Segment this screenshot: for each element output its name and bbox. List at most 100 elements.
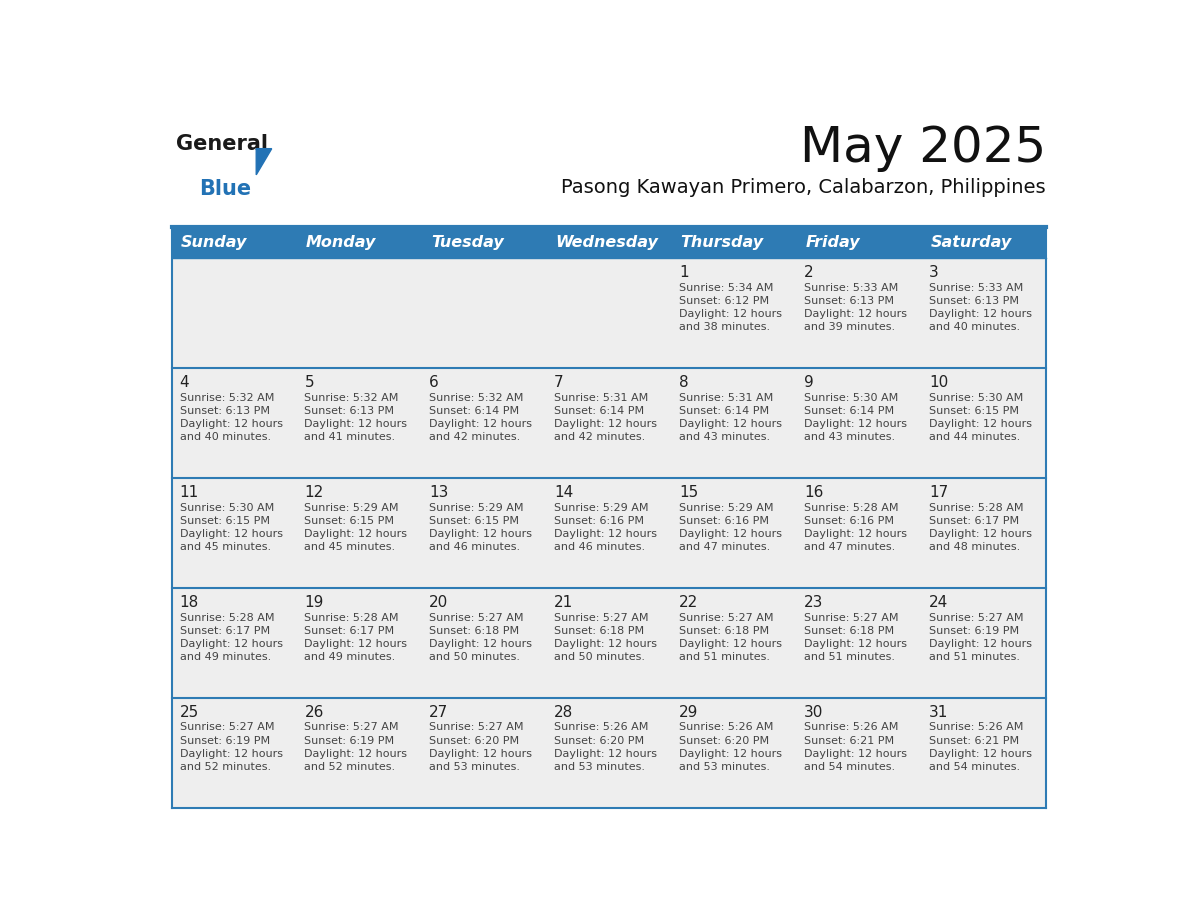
Text: Sunrise: 5:29 AM
Sunset: 6:15 PM
Daylight: 12 hours
and 46 minutes.: Sunrise: 5:29 AM Sunset: 6:15 PM Dayligh… [429, 502, 532, 552]
Text: Sunrise: 5:30 AM
Sunset: 6:15 PM
Daylight: 12 hours
and 45 minutes.: Sunrise: 5:30 AM Sunset: 6:15 PM Dayligh… [179, 502, 283, 552]
Text: 30: 30 [804, 705, 823, 720]
Text: Sunrise: 5:34 AM
Sunset: 6:12 PM
Daylight: 12 hours
and 38 minutes.: Sunrise: 5:34 AM Sunset: 6:12 PM Dayligh… [680, 283, 782, 332]
Text: Pasong Kawayan Primero, Calabarzon, Philippines: Pasong Kawayan Primero, Calabarzon, Phil… [561, 178, 1045, 197]
Bar [297, 227, 422, 258]
Text: Sunrise: 5:32 AM
Sunset: 6:13 PM
Daylight: 12 hours
and 40 minutes.: Sunrise: 5:32 AM Sunset: 6:13 PM Dayligh… [179, 393, 283, 442]
Text: 5: 5 [304, 375, 314, 390]
Text: Sunrise: 5:31 AM
Sunset: 6:14 PM
Daylight: 12 hours
and 43 minutes.: Sunrise: 5:31 AM Sunset: 6:14 PM Dayligh… [680, 393, 782, 442]
Bar [671, 478, 796, 588]
Text: 7: 7 [554, 375, 564, 390]
Text: 13: 13 [429, 485, 449, 499]
Bar [921, 368, 1045, 478]
Text: Sunrise: 5:31 AM
Sunset: 6:14 PM
Daylight: 12 hours
and 42 minutes.: Sunrise: 5:31 AM Sunset: 6:14 PM Dayligh… [554, 393, 657, 442]
Bar [671, 698, 796, 808]
Bar [297, 258, 422, 368]
Bar [546, 368, 671, 478]
Text: Sunrise: 5:27 AM
Sunset: 6:18 PM
Daylight: 12 hours
and 50 minutes.: Sunrise: 5:27 AM Sunset: 6:18 PM Dayligh… [554, 612, 657, 662]
Bar [671, 368, 796, 478]
Text: Thursday: Thursday [681, 235, 764, 250]
Text: Sunrise: 5:30 AM
Sunset: 6:14 PM
Daylight: 12 hours
and 43 minutes.: Sunrise: 5:30 AM Sunset: 6:14 PM Dayligh… [804, 393, 906, 442]
Text: Sunrise: 5:27 AM
Sunset: 6:18 PM
Daylight: 12 hours
and 51 minutes.: Sunrise: 5:27 AM Sunset: 6:18 PM Dayligh… [804, 612, 906, 662]
Bar [921, 258, 1045, 368]
Bar [796, 698, 921, 808]
Bar [546, 698, 671, 808]
Bar [172, 588, 297, 698]
Polygon shape [257, 149, 272, 174]
Bar [546, 478, 671, 588]
Text: General: General [176, 134, 267, 154]
Text: 11: 11 [179, 485, 198, 499]
Bar [172, 698, 297, 808]
Text: Sunday: Sunday [181, 235, 247, 250]
Text: Sunrise: 5:26 AM
Sunset: 6:20 PM
Daylight: 12 hours
and 53 minutes.: Sunrise: 5:26 AM Sunset: 6:20 PM Dayligh… [554, 722, 657, 772]
Text: 6: 6 [429, 375, 440, 390]
Text: Sunrise: 5:28 AM
Sunset: 6:17 PM
Daylight: 12 hours
and 48 minutes.: Sunrise: 5:28 AM Sunset: 6:17 PM Dayligh… [929, 502, 1032, 552]
Bar [172, 227, 297, 258]
Text: 19: 19 [304, 595, 324, 610]
Bar [422, 588, 546, 698]
Bar [671, 588, 796, 698]
Text: 15: 15 [680, 485, 699, 499]
Bar [796, 588, 921, 698]
Bar [921, 227, 1045, 258]
Bar [546, 258, 671, 368]
Text: 9: 9 [804, 375, 814, 390]
Text: 22: 22 [680, 595, 699, 610]
Bar [297, 698, 422, 808]
Text: 1: 1 [680, 265, 689, 280]
Bar [921, 588, 1045, 698]
Text: 24: 24 [929, 595, 948, 610]
Text: Sunrise: 5:33 AM
Sunset: 6:13 PM
Daylight: 12 hours
and 39 minutes.: Sunrise: 5:33 AM Sunset: 6:13 PM Dayligh… [804, 283, 906, 332]
Text: Sunrise: 5:27 AM
Sunset: 6:18 PM
Daylight: 12 hours
and 50 minutes.: Sunrise: 5:27 AM Sunset: 6:18 PM Dayligh… [429, 612, 532, 662]
Text: 17: 17 [929, 485, 948, 499]
Text: Sunrise: 5:28 AM
Sunset: 6:17 PM
Daylight: 12 hours
and 49 minutes.: Sunrise: 5:28 AM Sunset: 6:17 PM Dayligh… [179, 612, 283, 662]
Bar [422, 698, 546, 808]
Bar [172, 258, 297, 368]
Bar [422, 227, 546, 258]
Text: Sunrise: 5:27 AM
Sunset: 6:19 PM
Daylight: 12 hours
and 51 minutes.: Sunrise: 5:27 AM Sunset: 6:19 PM Dayligh… [929, 612, 1032, 662]
Text: Sunrise: 5:29 AM
Sunset: 6:16 PM
Daylight: 12 hours
and 47 minutes.: Sunrise: 5:29 AM Sunset: 6:16 PM Dayligh… [680, 502, 782, 552]
Text: 26: 26 [304, 705, 324, 720]
Text: 14: 14 [554, 485, 574, 499]
Text: Sunrise: 5:29 AM
Sunset: 6:16 PM
Daylight: 12 hours
and 46 minutes.: Sunrise: 5:29 AM Sunset: 6:16 PM Dayligh… [554, 502, 657, 552]
Bar [796, 258, 921, 368]
Bar [297, 368, 422, 478]
Text: Sunrise: 5:27 AM
Sunset: 6:19 PM
Daylight: 12 hours
and 52 minutes.: Sunrise: 5:27 AM Sunset: 6:19 PM Dayligh… [304, 722, 407, 772]
Bar [671, 227, 796, 258]
Text: Sunrise: 5:27 AM
Sunset: 6:19 PM
Daylight: 12 hours
and 52 minutes.: Sunrise: 5:27 AM Sunset: 6:19 PM Dayligh… [179, 722, 283, 772]
Text: Friday: Friday [805, 235, 860, 250]
Text: Sunrise: 5:28 AM
Sunset: 6:17 PM
Daylight: 12 hours
and 49 minutes.: Sunrise: 5:28 AM Sunset: 6:17 PM Dayligh… [304, 612, 407, 662]
Text: 10: 10 [929, 375, 948, 390]
Bar [172, 478, 297, 588]
Bar [546, 227, 671, 258]
Text: Blue: Blue [198, 179, 251, 199]
Text: Sunrise: 5:26 AM
Sunset: 6:21 PM
Daylight: 12 hours
and 54 minutes.: Sunrise: 5:26 AM Sunset: 6:21 PM Dayligh… [929, 722, 1032, 772]
Bar [422, 368, 546, 478]
Text: 8: 8 [680, 375, 689, 390]
Text: Sunrise: 5:27 AM
Sunset: 6:20 PM
Daylight: 12 hours
and 53 minutes.: Sunrise: 5:27 AM Sunset: 6:20 PM Dayligh… [429, 722, 532, 772]
Bar [546, 588, 671, 698]
Text: Sunrise: 5:32 AM
Sunset: 6:14 PM
Daylight: 12 hours
and 42 minutes.: Sunrise: 5:32 AM Sunset: 6:14 PM Dayligh… [429, 393, 532, 442]
Text: 20: 20 [429, 595, 449, 610]
Text: Sunrise: 5:33 AM
Sunset: 6:13 PM
Daylight: 12 hours
and 40 minutes.: Sunrise: 5:33 AM Sunset: 6:13 PM Dayligh… [929, 283, 1032, 332]
Bar [172, 368, 297, 478]
Text: Wednesday: Wednesday [556, 235, 658, 250]
Text: Sunrise: 5:26 AM
Sunset: 6:20 PM
Daylight: 12 hours
and 53 minutes.: Sunrise: 5:26 AM Sunset: 6:20 PM Dayligh… [680, 722, 782, 772]
Text: Sunrise: 5:26 AM
Sunset: 6:21 PM
Daylight: 12 hours
and 54 minutes.: Sunrise: 5:26 AM Sunset: 6:21 PM Dayligh… [804, 722, 906, 772]
Text: 28: 28 [554, 705, 574, 720]
Text: Sunrise: 5:29 AM
Sunset: 6:15 PM
Daylight: 12 hours
and 45 minutes.: Sunrise: 5:29 AM Sunset: 6:15 PM Dayligh… [304, 502, 407, 552]
Text: Monday: Monday [307, 235, 377, 250]
Text: Saturday: Saturday [930, 235, 1012, 250]
Text: 21: 21 [554, 595, 574, 610]
Text: Sunrise: 5:28 AM
Sunset: 6:16 PM
Daylight: 12 hours
and 47 minutes.: Sunrise: 5:28 AM Sunset: 6:16 PM Dayligh… [804, 502, 906, 552]
Text: 4: 4 [179, 375, 189, 390]
Text: 25: 25 [179, 705, 198, 720]
Bar [297, 588, 422, 698]
Text: Sunrise: 5:27 AM
Sunset: 6:18 PM
Daylight: 12 hours
and 51 minutes.: Sunrise: 5:27 AM Sunset: 6:18 PM Dayligh… [680, 612, 782, 662]
Bar [796, 368, 921, 478]
Text: 31: 31 [929, 705, 948, 720]
Bar [422, 478, 546, 588]
Text: Sunrise: 5:30 AM
Sunset: 6:15 PM
Daylight: 12 hours
and 44 minutes.: Sunrise: 5:30 AM Sunset: 6:15 PM Dayligh… [929, 393, 1032, 442]
Bar [796, 478, 921, 588]
Bar [921, 698, 1045, 808]
